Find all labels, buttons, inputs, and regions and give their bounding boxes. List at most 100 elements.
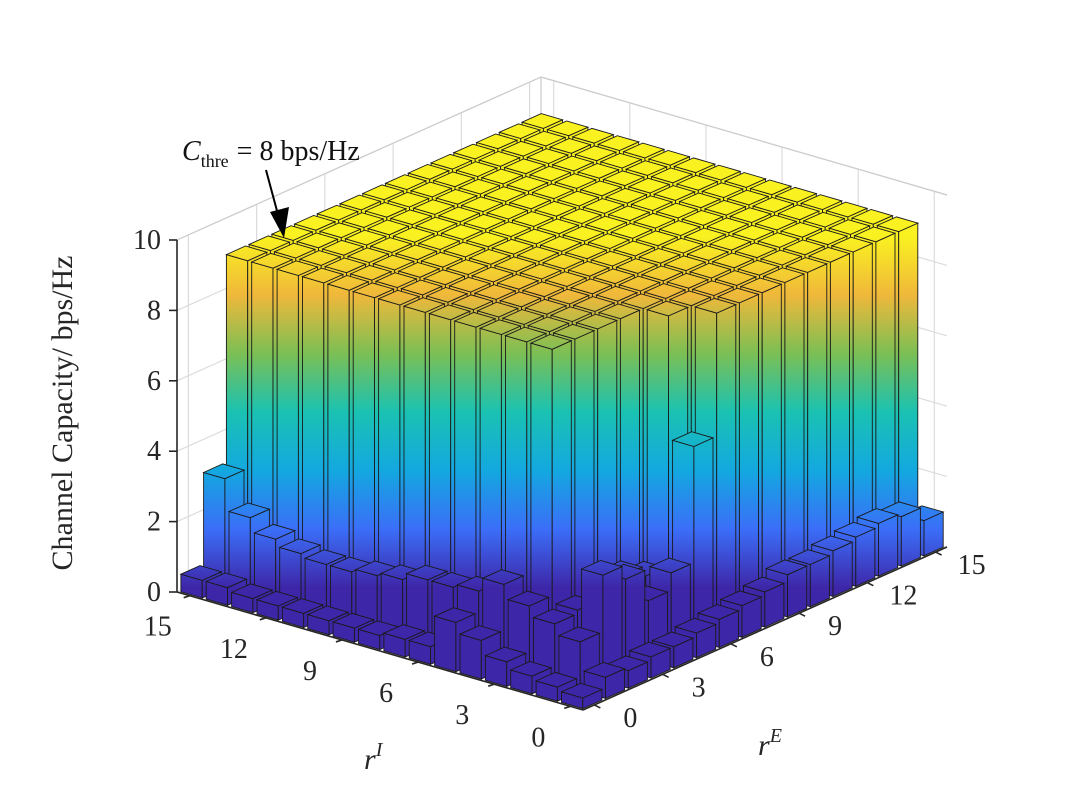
annotation-arrow-head — [270, 207, 289, 238]
z-axis-label: Channel Capacity/ bps/Hz — [46, 256, 79, 571]
bar-face-top — [273, 242, 317, 259]
bar-face-top — [700, 182, 745, 198]
bar-face-top — [496, 274, 540, 290]
bar-face-top — [429, 153, 473, 170]
bar-face-top — [597, 303, 641, 320]
bar-face-top — [409, 181, 453, 198]
bar-face-top — [756, 232, 801, 248]
bar-face-top — [595, 285, 639, 302]
bar-face-top — [698, 164, 742, 181]
bar-face-top — [523, 130, 567, 147]
bar-face-top — [247, 235, 291, 252]
bar-face-top — [875, 216, 920, 233]
bar-face-top — [412, 199, 456, 215]
bar-face-top — [437, 206, 481, 223]
bar-face-top — [650, 167, 694, 184]
bar-face-top — [569, 278, 613, 295]
bar-face-top — [536, 218, 580, 235]
y-tick-label: 12 — [220, 634, 248, 665]
bar-face-top — [402, 297, 446, 313]
bar-face-top — [400, 279, 444, 296]
bar-face-top — [318, 222, 362, 239]
bar-face-right — [716, 303, 737, 631]
bar-face-top — [493, 256, 537, 273]
bar-face-top — [405, 564, 449, 581]
bar-face-top — [645, 300, 690, 317]
bar-face-top — [571, 127, 615, 144]
bar-rE0-rI0 — [560, 682, 604, 710]
bar-face-top — [392, 226, 436, 243]
bar-face-top — [546, 120, 590, 137]
bar-face-top — [295, 232, 339, 249]
bar-face-top — [559, 208, 603, 224]
bar-face-top — [557, 626, 601, 643]
y-tick-mark — [183, 594, 190, 599]
bar-face-top — [553, 173, 598, 189]
bar-face-top — [651, 631, 695, 648]
bar-face-top — [691, 280, 735, 296]
x-tick-label: 15 — [958, 550, 986, 581]
bar-face-top — [539, 236, 583, 252]
bar-face-top — [696, 604, 740, 620]
bar-face-top — [567, 261, 611, 277]
bar-face-top — [749, 179, 793, 196]
bar-face-top — [516, 246, 560, 262]
bar-face-top — [338, 194, 382, 211]
bar-face-top — [759, 249, 803, 266]
bar-face-top — [425, 287, 469, 303]
bar-face-top — [281, 598, 325, 614]
bar-face-top — [827, 219, 872, 235]
bar-face-top — [351, 282, 395, 299]
bar-face-top — [665, 272, 710, 289]
bar-face-top — [668, 290, 712, 307]
bar-face-top — [331, 612, 375, 629]
bar-face-top — [406, 164, 451, 180]
bar-face-top — [547, 288, 591, 305]
bar-face-top — [349, 264, 393, 281]
bar-face-top — [434, 189, 479, 205]
bar-face-top — [462, 213, 507, 230]
y-axis-line — [176, 591, 584, 711]
bar-face-top — [394, 244, 438, 261]
bar-face-top — [579, 180, 623, 197]
z-tick-label: 10 — [133, 225, 161, 256]
bar-face-top — [580, 560, 624, 576]
y-tick-mark — [411, 661, 419, 665]
bar-face-top — [672, 157, 717, 174]
bar-face-top — [624, 160, 669, 176]
bar-face-top — [615, 258, 659, 274]
bar-face-top — [253, 523, 297, 540]
bar-face-top — [526, 316, 570, 333]
bar-face-right — [898, 222, 919, 550]
bar-face-top — [762, 267, 806, 283]
y-axis-label-base: r — [364, 743, 376, 776]
x-tick-label: 0 — [623, 703, 637, 734]
bar-face-left — [459, 633, 482, 680]
bar-face-top — [739, 277, 783, 294]
x-tick-label: 12 — [889, 581, 917, 612]
bar-face-top — [628, 641, 672, 658]
x-tick-label: 6 — [760, 642, 774, 673]
bar-face-top — [369, 237, 413, 253]
bar-face-top — [703, 199, 747, 216]
bar-face-top — [774, 186, 818, 203]
bar-face-top — [382, 624, 426, 640]
bar-face-top — [660, 237, 704, 254]
bar-face-top — [686, 245, 730, 261]
bar-face-top — [275, 260, 319, 276]
bar-face-top — [617, 275, 662, 292]
bar-face-top — [374, 272, 418, 288]
bar-face-top — [460, 196, 504, 213]
bar-face-top — [432, 171, 476, 188]
z-tick-label: 8 — [147, 295, 161, 326]
x-tick-label: 3 — [692, 672, 706, 703]
threshold-annotation: Cthre = 8 bps/Hz — [182, 136, 360, 238]
bar-face-top — [480, 168, 524, 185]
bar-face-top — [711, 252, 755, 269]
z-tick-label: 4 — [147, 436, 161, 467]
bar-face-top — [602, 170, 646, 187]
bar-face-top — [202, 463, 246, 480]
bar-face-top — [508, 193, 552, 210]
bar-face-top — [323, 257, 367, 274]
bar-face-top — [503, 158, 547, 175]
